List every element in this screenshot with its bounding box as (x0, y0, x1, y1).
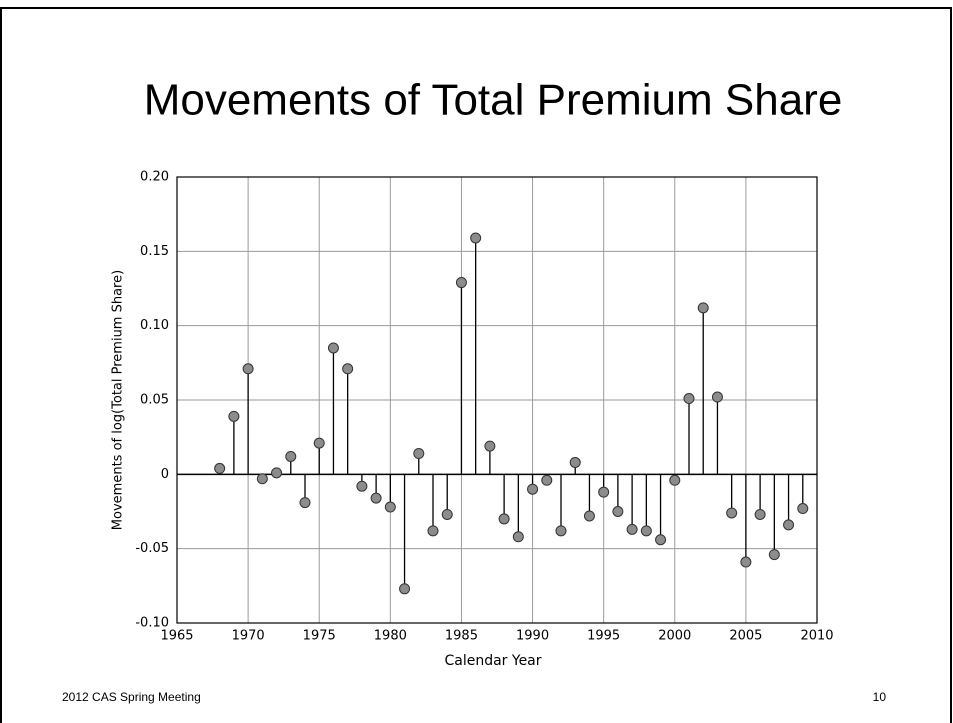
x-tick-label: 1990 (516, 629, 549, 644)
stem-marker (754, 508, 766, 520)
chart-title: Movements of Total Premium Share (144, 76, 843, 125)
stem-marker (427, 525, 439, 537)
footer-right: 10 (873, 690, 887, 704)
stem-marker (569, 456, 581, 468)
stem-marker (768, 549, 780, 561)
x-tick-label: 1965 (160, 629, 193, 644)
stem-marker (626, 523, 638, 535)
y-axis-label: Movements of log(Total Premium Share) (111, 270, 126, 530)
stem-marker (356, 480, 368, 492)
stem-marker (399, 583, 411, 595)
x-tick-label: 2005 (729, 629, 762, 644)
x-tick-label: 1980 (374, 629, 407, 644)
y-tick-label: 0.10 (140, 318, 169, 333)
stem-marker (484, 440, 496, 452)
stem-marker (527, 483, 539, 495)
stem-marker (470, 232, 482, 244)
stem-marker (655, 534, 667, 546)
stem-marker (541, 474, 553, 486)
x-tick-label: 1995 (587, 629, 620, 644)
stem-marker (797, 503, 809, 515)
y-tick-label: 0.05 (140, 393, 169, 408)
stem-marker (512, 531, 524, 543)
stem-marker (612, 506, 624, 517)
y-tick-label: 0.20 (140, 170, 169, 185)
stem-marker (228, 410, 240, 422)
x-tick-label: 1970 (232, 629, 265, 644)
footer-left: 2012 CAS Spring Meeting (62, 690, 201, 704)
stem-marker (342, 363, 354, 375)
stem-marker (669, 474, 681, 486)
stem-marker (214, 462, 226, 474)
stem-marker (683, 393, 695, 405)
stem-marker (726, 507, 738, 519)
y-tick-label: 0.15 (140, 244, 169, 259)
stem-marker (583, 510, 595, 522)
y-tick-label: 0 (161, 467, 169, 482)
stem-marker (299, 497, 311, 509)
slide-border (0, 7, 952, 723)
plot-frame (176, 176, 818, 624)
x-tick-label: 2000 (658, 629, 691, 644)
x-tick-label: 2010 (800, 629, 833, 644)
stem-marker (783, 519, 795, 531)
x-tick-label: 1975 (303, 629, 336, 644)
y-tick-label: -0.05 (135, 541, 169, 556)
stem-marker (697, 302, 709, 314)
x-axis-label: Calendar Year (444, 653, 541, 669)
stem-marker (271, 467, 283, 479)
stem-marker (498, 513, 510, 525)
stem-marker (384, 501, 396, 513)
stem-marker (455, 277, 467, 289)
stem-marker (598, 486, 610, 498)
stem-marker (256, 473, 268, 485)
stem-marker (740, 556, 752, 568)
stem-marker (640, 525, 652, 537)
stem-marker (413, 448, 425, 460)
stem-marker (313, 437, 325, 449)
stem-marker (441, 508, 453, 520)
stem-marker (555, 525, 567, 537)
stem-marker (711, 391, 723, 403)
x-tick-label: 1985 (445, 629, 478, 644)
y-tick-label: -0.10 (135, 616, 169, 631)
stem-marker (285, 450, 297, 462)
stem-marker (242, 363, 254, 375)
stem-marker (327, 342, 339, 354)
stem-marker (370, 492, 382, 504)
